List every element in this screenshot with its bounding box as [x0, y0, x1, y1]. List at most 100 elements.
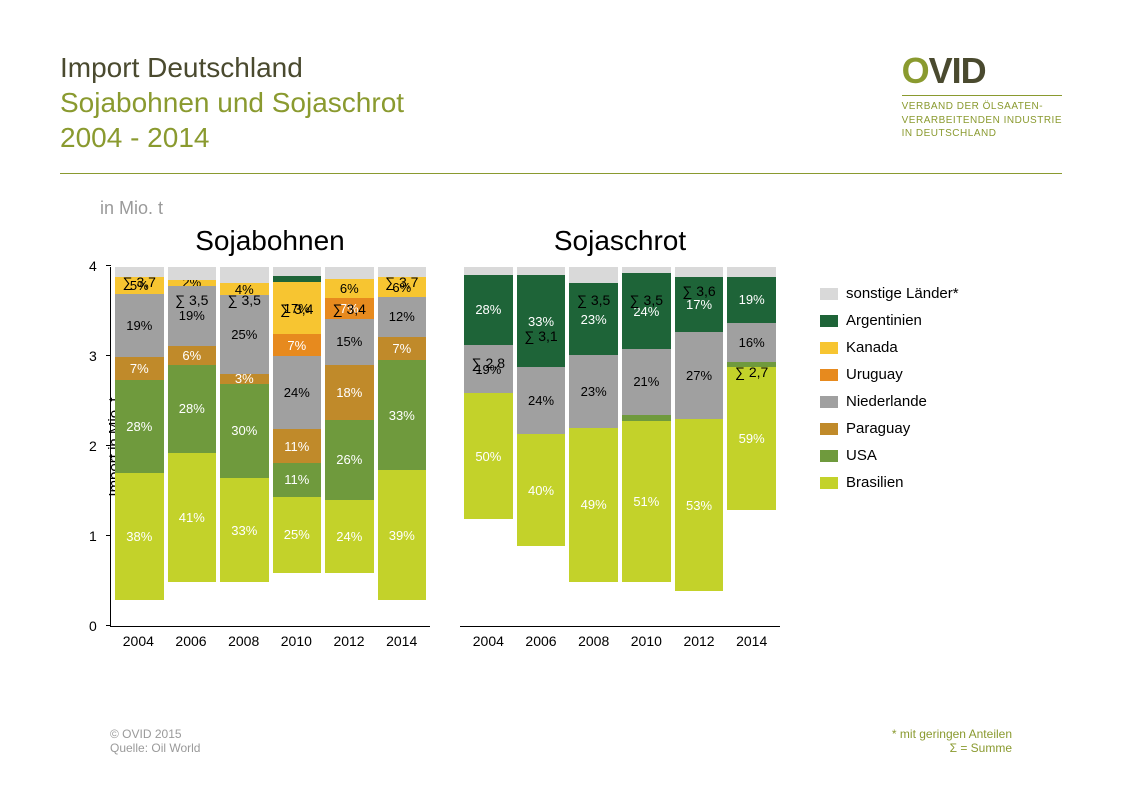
legend-swatch — [820, 369, 838, 381]
bar-segment-brasilien: 41% — [168, 453, 217, 582]
title-block: Import Deutschland Sojabohnen und Sojasc… — [60, 50, 404, 155]
bar-segment-paraguay: 6% — [168, 346, 217, 365]
bar-segment-sonstige — [325, 267, 374, 279]
title-line-1: Import Deutschland — [60, 50, 404, 85]
x-tick: 2004 — [464, 633, 513, 649]
legend-label: Niederlande — [846, 393, 927, 410]
chart-title-1: Sojabohnen — [110, 225, 430, 257]
bar-sum: ∑ 2,7 — [735, 364, 768, 380]
bar-segment-niederlande: 24% — [273, 356, 322, 429]
header: Import Deutschland Sojabohnen und Sojasc… — [60, 50, 1062, 155]
legend-item-brasilien: Brasilien — [820, 474, 959, 491]
legend-swatch — [820, 450, 838, 462]
bar-column: ∑ 3,541%28%6%19%2% — [168, 267, 217, 627]
logo: OVID VERBAND DER ÖLSAATEN- VERARBEITENDE… — [902, 50, 1062, 141]
bar-column: ∑ 3,425%11%11%24%7%17% — [273, 267, 322, 627]
legend-item-paraguay: Paraguay — [820, 420, 959, 437]
bar-segment-brasilien: 53% — [675, 419, 724, 591]
separator — [60, 173, 1062, 174]
bar-segment-usa: 26% — [325, 420, 374, 500]
bar-sum: ∑ 3,7 — [123, 274, 156, 290]
bar-segment-usa: 11% — [273, 463, 322, 497]
bar-segment-brasilien: 24% — [325, 500, 374, 573]
chart-sojabohnen: Sojabohnen Import in Mio. t01234∑ 3,738%… — [110, 225, 430, 649]
bar-sum: ∑ 3,5 — [630, 292, 663, 308]
legend-label: Uruguay — [846, 366, 903, 383]
x-tick: 2010 — [272, 633, 321, 649]
legend-label: USA — [846, 447, 877, 464]
x-axis-1: 200420062008201020122014 — [110, 627, 430, 649]
title-line-2: Sojabohnen und Sojaschrot — [60, 85, 404, 120]
logo-vid: VID — [929, 50, 986, 92]
bar-segment-argentinien: 33% — [517, 275, 566, 367]
bar-segment-niederlande: 27% — [675, 332, 724, 419]
y-tick: 1 — [89, 528, 97, 544]
bar-segment-sonstige — [273, 267, 322, 276]
plot-2: ∑ 2,850%19%28%∑ 3,140%24%33%∑ 3,549%23%2… — [460, 267, 780, 627]
bar-segment-niederlande: 12% — [378, 297, 427, 337]
bar-segment-brasilien: 33% — [220, 478, 269, 582]
y-tick: 0 — [89, 618, 97, 634]
y-tick: 3 — [89, 348, 97, 364]
bar-sum: ∑ 3,1 — [524, 328, 557, 344]
legend: sonstige Länder* Argentinien Kanada Uruguay… — [820, 285, 959, 649]
copyright: © OVID 2015 — [110, 727, 200, 741]
bar-column: ∑ 2,850%19%28% — [464, 267, 513, 627]
legend-label: sonstige Länder* — [846, 285, 959, 302]
bar-segment-usa: 28% — [168, 365, 217, 453]
legend-swatch — [820, 423, 838, 435]
bar-segment-sonstige — [675, 267, 724, 277]
bar-segment-paraguay: 18% — [325, 365, 374, 420]
x-tick: 2014 — [727, 633, 776, 649]
legend-label: Brasilien — [846, 474, 904, 491]
x-axis-2: 200420062008201020122014 — [460, 627, 780, 649]
legend-swatch — [820, 342, 838, 354]
bar-segment-paraguay: 7% — [378, 337, 427, 360]
logo-sep — [902, 95, 1062, 96]
legend-item-kanada: Kanada — [820, 339, 959, 356]
legend-swatch — [820, 288, 838, 300]
bar-segment-paraguay: 3% — [220, 374, 269, 383]
bar-column: ∑ 3,140%24%33% — [517, 267, 566, 627]
bar-sum: ∑ 3,7 — [385, 274, 418, 290]
bar-segment-usa: 28% — [115, 380, 164, 473]
charts-row: Sojabohnen Import in Mio. t01234∑ 3,738%… — [60, 225, 1062, 649]
legend-item-sonstige: sonstige Länder* — [820, 285, 959, 302]
legend-item-uruguay: Uruguay — [820, 366, 959, 383]
logo-sub-1: VERBAND DER ÖLSAATEN- — [902, 100, 1062, 114]
bar-segment-argentinien: 28% — [464, 275, 513, 346]
bar-sum: ∑ 3,4 — [280, 301, 313, 317]
bar-column: ∑ 3,653%27%17% — [675, 267, 724, 627]
bar-segment-sonstige — [168, 267, 217, 280]
bar-segment-niederlande: 21% — [622, 349, 671, 415]
bar-segment-argentinien: 19% — [727, 277, 776, 323]
logo-sub-2: VERARBEITENDEN INDUSTRIE — [902, 114, 1062, 128]
bar-segment-sonstige — [517, 267, 566, 275]
legend-item-argentinien: Argentinien — [820, 312, 959, 329]
bar-segment-kanada: 6% — [325, 279, 374, 297]
bar-segment-niederlande: 15% — [325, 319, 374, 365]
footnote-1: * mit geringen Anteilen — [892, 727, 1012, 741]
bar-segment-sonstige — [220, 267, 269, 283]
x-tick: 2012 — [675, 633, 724, 649]
logo-sub-3: IN DEUTSCHLAND — [902, 127, 1062, 141]
chart-title-2: Sojaschrot — [460, 225, 780, 257]
bar-segment-paraguay: 11% — [273, 429, 322, 463]
bar-column: ∑ 2,759%16%19% — [727, 267, 776, 627]
bar-segment-usa: 33% — [378, 360, 427, 470]
title-line-3: 2004 - 2014 — [60, 120, 404, 155]
logo-sub: VERBAND DER ÖLSAATEN- VERARBEITENDEN IND… — [902, 100, 1062, 141]
x-tick: 2006 — [167, 633, 216, 649]
x-tick: 2006 — [517, 633, 566, 649]
bar-segment-sonstige — [464, 267, 513, 275]
bar-segment-niederlande: 24% — [517, 367, 566, 434]
bar-segment-brasilien: 50% — [464, 393, 513, 519]
legend-item-niederlande: Niederlande — [820, 393, 959, 410]
plot-1: Import in Mio. t01234∑ 3,738%28%7%19%5%∑… — [110, 267, 430, 627]
unit-label: in Mio. t — [100, 198, 1062, 219]
logo-o: O — [902, 50, 929, 92]
bar-segment-brasilien: 25% — [273, 497, 322, 574]
bar-segment-usa: 30% — [220, 384, 269, 479]
x-tick: 2010 — [622, 633, 671, 649]
bar-sum: ∑ 3,5 — [577, 292, 610, 308]
